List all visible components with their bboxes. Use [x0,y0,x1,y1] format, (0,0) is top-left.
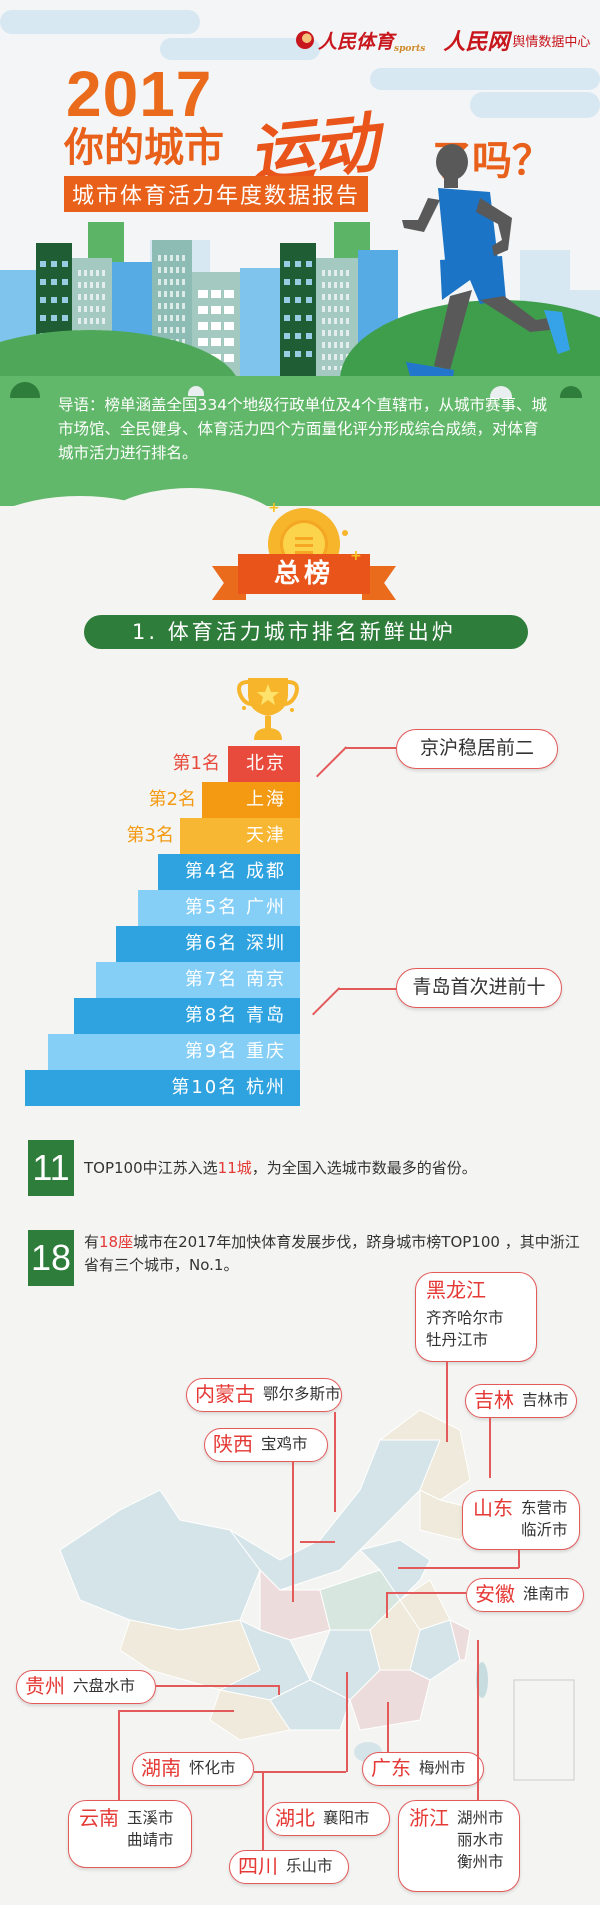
province-guizhou: 贵州 六盘水市 [16,1670,156,1704]
trophy-icon [237,678,299,740]
leader-line [386,1592,466,1594]
fact-text-18: 有18座城市在2017年加快体育发展步伐，跻身城市榜TOP100 ，其中浙江省有… [84,1233,580,1274]
cloud-decoration [370,68,600,90]
leader-line [118,1710,120,1802]
rank-row-9: 第9名 重庆 [48,1034,300,1070]
cloud-decoration [470,92,600,118]
province-hunan: 湖南 怀化市 [132,1752,254,1786]
callout-qingdao: 青岛首次进前十 [396,968,562,1008]
rank-label-2: 第2名 [148,789,196,810]
bush-decoration [10,382,40,398]
leader-line [346,1672,348,1772]
province-shandong: 山东 东营市 临沂市 [462,1490,580,1550]
stone-decoration [188,386,204,396]
sparkle-icon: + [268,500,280,516]
province-shaanxi: 陕西 宝鸡市 [204,1428,328,1462]
rank-row-5: 第5名 广州 [138,890,300,926]
title-line: 你的城市 [64,125,224,171]
leader-line [334,1412,336,1512]
logo-people-net: 人民网 舆情数据中心 [443,29,591,55]
leader-line [278,1685,280,1695]
building [88,222,124,262]
fact-number-18: 18 [28,1230,74,1286]
leader-line [518,1550,520,1568]
china-map [59,1409,575,1781]
rank-row-7: 第7名 南京 [96,962,300,998]
logo-group: 人民体育 sports 人民网 舆情数据中心 [296,24,590,56]
province-zhejiang: 浙江 湖州市 丽水市 衡州市 [398,1800,520,1892]
leader-line [262,1771,264,1851]
leader-line [387,1702,389,1752]
title-year: 2017 [66,58,213,130]
fact-number-11: 11 [28,1140,74,1196]
runner-icon [402,144,570,380]
rank-row-6: 第6名 深圳 [116,926,300,962]
rank-row-8: 第8名 青岛 [74,998,300,1034]
leader-line [477,1640,479,1802]
leader-line [489,1418,491,1478]
rank-row-2: 上海 [202,782,300,818]
callout-leader [316,746,347,778]
rank-label-3: 第3名 [126,825,174,846]
bush-decoration [560,386,582,398]
rank-row-10: 第10名 杭州 [25,1070,300,1106]
province-guangdong: 广东 梅州市 [362,1752,484,1786]
leader-line [300,1541,335,1543]
leader-line [386,1592,388,1618]
sparkle-dot [342,530,348,536]
cloud-decoration [160,38,320,60]
building-windows [322,270,352,370]
callout-leader [312,987,340,1016]
fact-text-11: TOP100中江苏入选11城，为全国入选城市数最多的省份。 [84,1159,477,1177]
section-title-bar: 1. 体育活力城市排名新鲜出炉 [84,615,528,649]
callout-leader [346,747,396,749]
badge-ribbon: 总榜 [238,554,370,594]
rank-row-1: 北京 [228,746,300,782]
province-anhui: 安徽 淮南市 [466,1578,584,1612]
building-windows [284,255,312,365]
callout-leader [338,988,396,990]
leader-line [254,1771,346,1773]
province-hubei: 湖北 襄阳市 [266,1802,390,1836]
leader-line [118,1710,234,1712]
rank-row-3: 天津 [180,818,300,854]
leader-line [446,1362,448,1442]
sparkle-icon: + [350,548,362,564]
stone-decoration [490,386,512,398]
hero-banner: 人民体育 sports 人民网 舆情数据中心 2017 你的城市 运动 了吗？ … [0,0,600,400]
logo-people-sports: 人民体育 sports [296,27,425,54]
province-heilongjiang: 黑龙江 齐齐哈尔市 牡丹江市 [415,1272,537,1362]
province-sichuan: 四川 乐山市 [229,1850,349,1884]
building [240,268,280,380]
cloud-decoration [0,10,200,34]
leader-line [156,1685,278,1687]
province-jilin: 吉林 吉林市 [465,1384,577,1418]
sports-logo-icon [296,31,314,49]
leader-line [398,1567,519,1569]
leader-line [292,1462,294,1602]
subtitle: 城市体育活力年度数据报告 [64,176,369,212]
rank-row-4: 第4名 成都 [158,854,300,890]
province-neimenggu: 内蒙古 鄂尔多斯市 [186,1378,342,1412]
intro-text: 导语：榜单涵盖全国334个地级行政单位及4个直辖市，从城市赛事、城市场馆、全民健… [58,396,547,462]
province-yunnan: 云南 玉溪市 曲靖市 [68,1800,192,1868]
rank-label-1: 第1名 [172,753,220,774]
callout-top-two: 京沪稳居前二 [396,729,558,769]
